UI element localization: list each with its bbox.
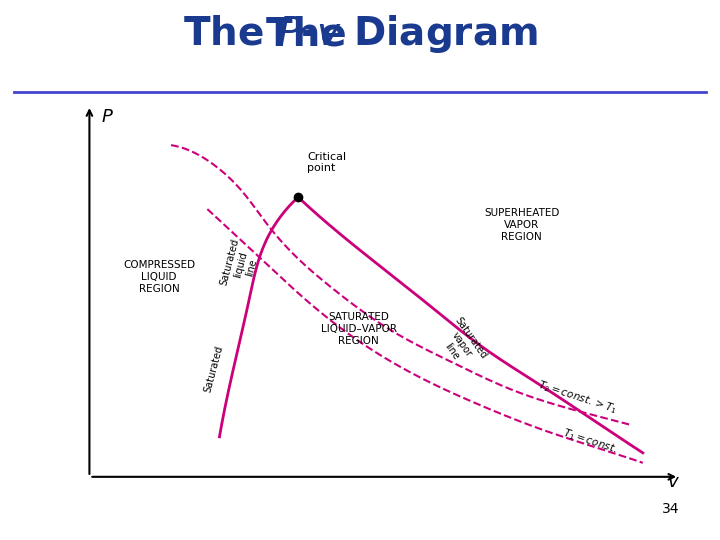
Text: Saturated: Saturated — [202, 345, 225, 394]
Text: P: P — [102, 108, 112, 126]
Text: The $\mathbf{\mathit{P}}$-$\mathbf{\mathit{v}}$ Diagram: The $\mathbf{\mathit{P}}$-$\mathbf{\math… — [183, 13, 537, 55]
Text: Critical
point: Critical point — [307, 152, 346, 173]
Text: SUPERHEATED
VAPOR
REGION: SUPERHEATED VAPOR REGION — [484, 208, 559, 242]
Text: SATURATED
LIQUID–VAPOR
REGION: SATURATED LIQUID–VAPOR REGION — [320, 312, 397, 346]
Text: Saturated
vapor
line: Saturated vapor line — [434, 316, 489, 374]
Text: $T_2 = const. > T_1$: $T_2 = const. > T_1$ — [536, 377, 618, 416]
Text: Saturated
liquid
line: Saturated liquid line — [218, 238, 263, 293]
Text: COMPRESSED
LIQUID
REGION: COMPRESSED LIQUID REGION — [123, 260, 195, 294]
Text: 34: 34 — [662, 502, 679, 516]
Text: The: The — [266, 15, 360, 53]
Text: v: v — [667, 473, 678, 491]
Text: $T_1 = const.$: $T_1 = const.$ — [561, 426, 618, 456]
